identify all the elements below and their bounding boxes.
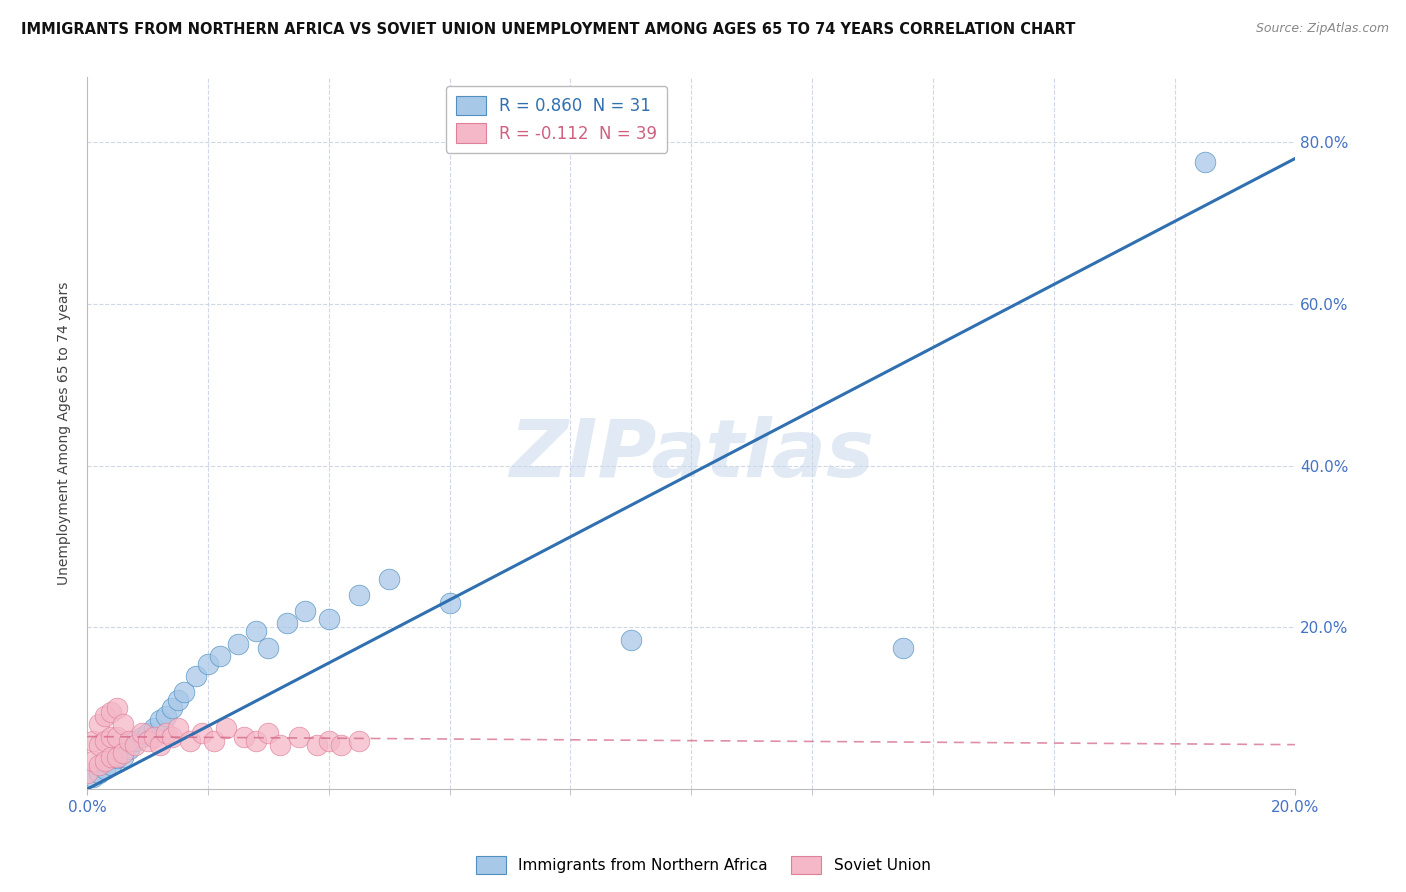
Y-axis label: Unemployment Among Ages 65 to 74 years: Unemployment Among Ages 65 to 74 years [58,282,72,585]
Text: ZIPatlas: ZIPatlas [509,416,873,493]
Point [118,733,141,747]
Point [82,733,104,747]
Point [142,730,165,744]
Point [257,640,280,655]
Point [100,730,122,744]
Point [149,738,172,752]
Point [105,730,128,744]
Point [76,766,98,780]
Point [155,709,177,723]
Point [131,725,153,739]
Point [112,746,135,760]
Point [173,685,195,699]
Point [245,624,267,639]
Point [226,636,249,650]
Point [287,730,309,744]
Point [318,612,340,626]
Point [100,757,122,772]
Legend: Immigrants from Northern Africa, Soviet Union: Immigrants from Northern Africa, Soviet … [470,850,936,880]
Point [439,596,461,610]
Point [197,657,219,671]
Point [94,754,117,768]
Point [105,751,128,765]
Point [100,706,122,720]
Point [233,730,256,744]
Point [100,749,122,764]
Point [269,738,291,752]
Point [329,738,352,752]
Point [318,733,340,747]
Text: IMMIGRANTS FROM NORTHERN AFRICA VS SOVIET UNION UNEMPLOYMENT AMONG AGES 65 TO 74: IMMIGRANTS FROM NORTHERN AFRICA VS SOVIE… [21,22,1076,37]
Point [82,754,104,768]
Point [131,730,153,744]
Point [347,733,370,747]
Point [160,730,183,744]
Point [112,749,135,764]
Point [94,762,117,776]
Point [191,725,214,739]
Point [89,757,111,772]
Point [89,717,111,731]
Point [155,725,177,739]
Point [105,701,128,715]
Point [89,766,111,780]
Point [124,733,146,747]
Point [89,738,111,752]
Point [149,714,172,728]
Point [276,616,298,631]
Point [347,588,370,602]
Point [160,701,183,715]
Point [124,738,146,752]
Text: Source: ZipAtlas.com: Source: ZipAtlas.com [1256,22,1389,36]
Point [620,632,643,647]
Point [94,733,117,747]
Point [136,725,159,739]
Point [891,640,914,655]
Point [1194,155,1216,169]
Point [142,722,165,736]
Point [245,733,267,747]
Point [305,738,328,752]
Point [166,722,188,736]
Point [184,669,207,683]
Point [136,733,159,747]
Point [378,572,401,586]
Legend: R = 0.860  N = 31, R = -0.112  N = 39: R = 0.860 N = 31, R = -0.112 N = 39 [446,86,668,153]
Point [209,648,232,663]
Point [166,693,188,707]
Point [94,709,117,723]
Point [257,725,280,739]
Point [179,733,201,747]
Point [202,733,225,747]
Point [112,717,135,731]
Point [105,749,128,764]
Point [118,741,141,756]
Point [82,770,104,784]
Point [294,604,316,618]
Point [215,722,238,736]
